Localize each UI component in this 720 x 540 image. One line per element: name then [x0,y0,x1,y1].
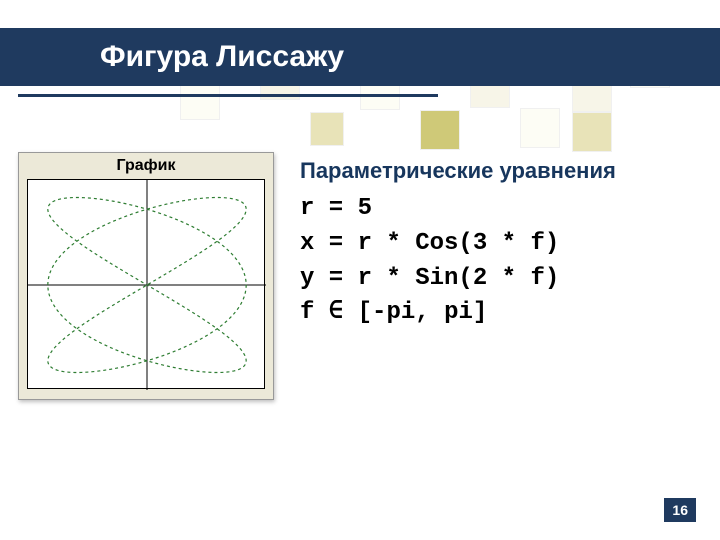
chart-panel: График [18,152,274,400]
page-number-badge: 16 [664,498,696,522]
bg-tile [572,112,612,152]
equation-line: x = r * Cos(3 * f) [300,227,616,262]
equation-line: r = 5 [300,192,616,227]
lissajous-chart [27,179,265,389]
bg-tile [180,80,220,120]
equations-block: Параметрические уравнения r = 5 x = r * … [300,158,616,331]
bg-tile [420,110,460,150]
decorative-tiles [0,380,720,540]
equations-heading: Параметрические уравнения [300,158,616,184]
chart-title: График [19,153,273,179]
slide-header: Фигура Лиссажу [0,28,720,86]
header-underline [18,94,438,97]
bg-tile [310,112,344,146]
bg-tile [520,108,560,148]
equation-line: y = r * Sin(2 * f) [300,262,616,297]
slide-title: Фигура Лиссажу [100,40,344,74]
equation-line: f ∈ [-pi, pi] [300,296,616,331]
